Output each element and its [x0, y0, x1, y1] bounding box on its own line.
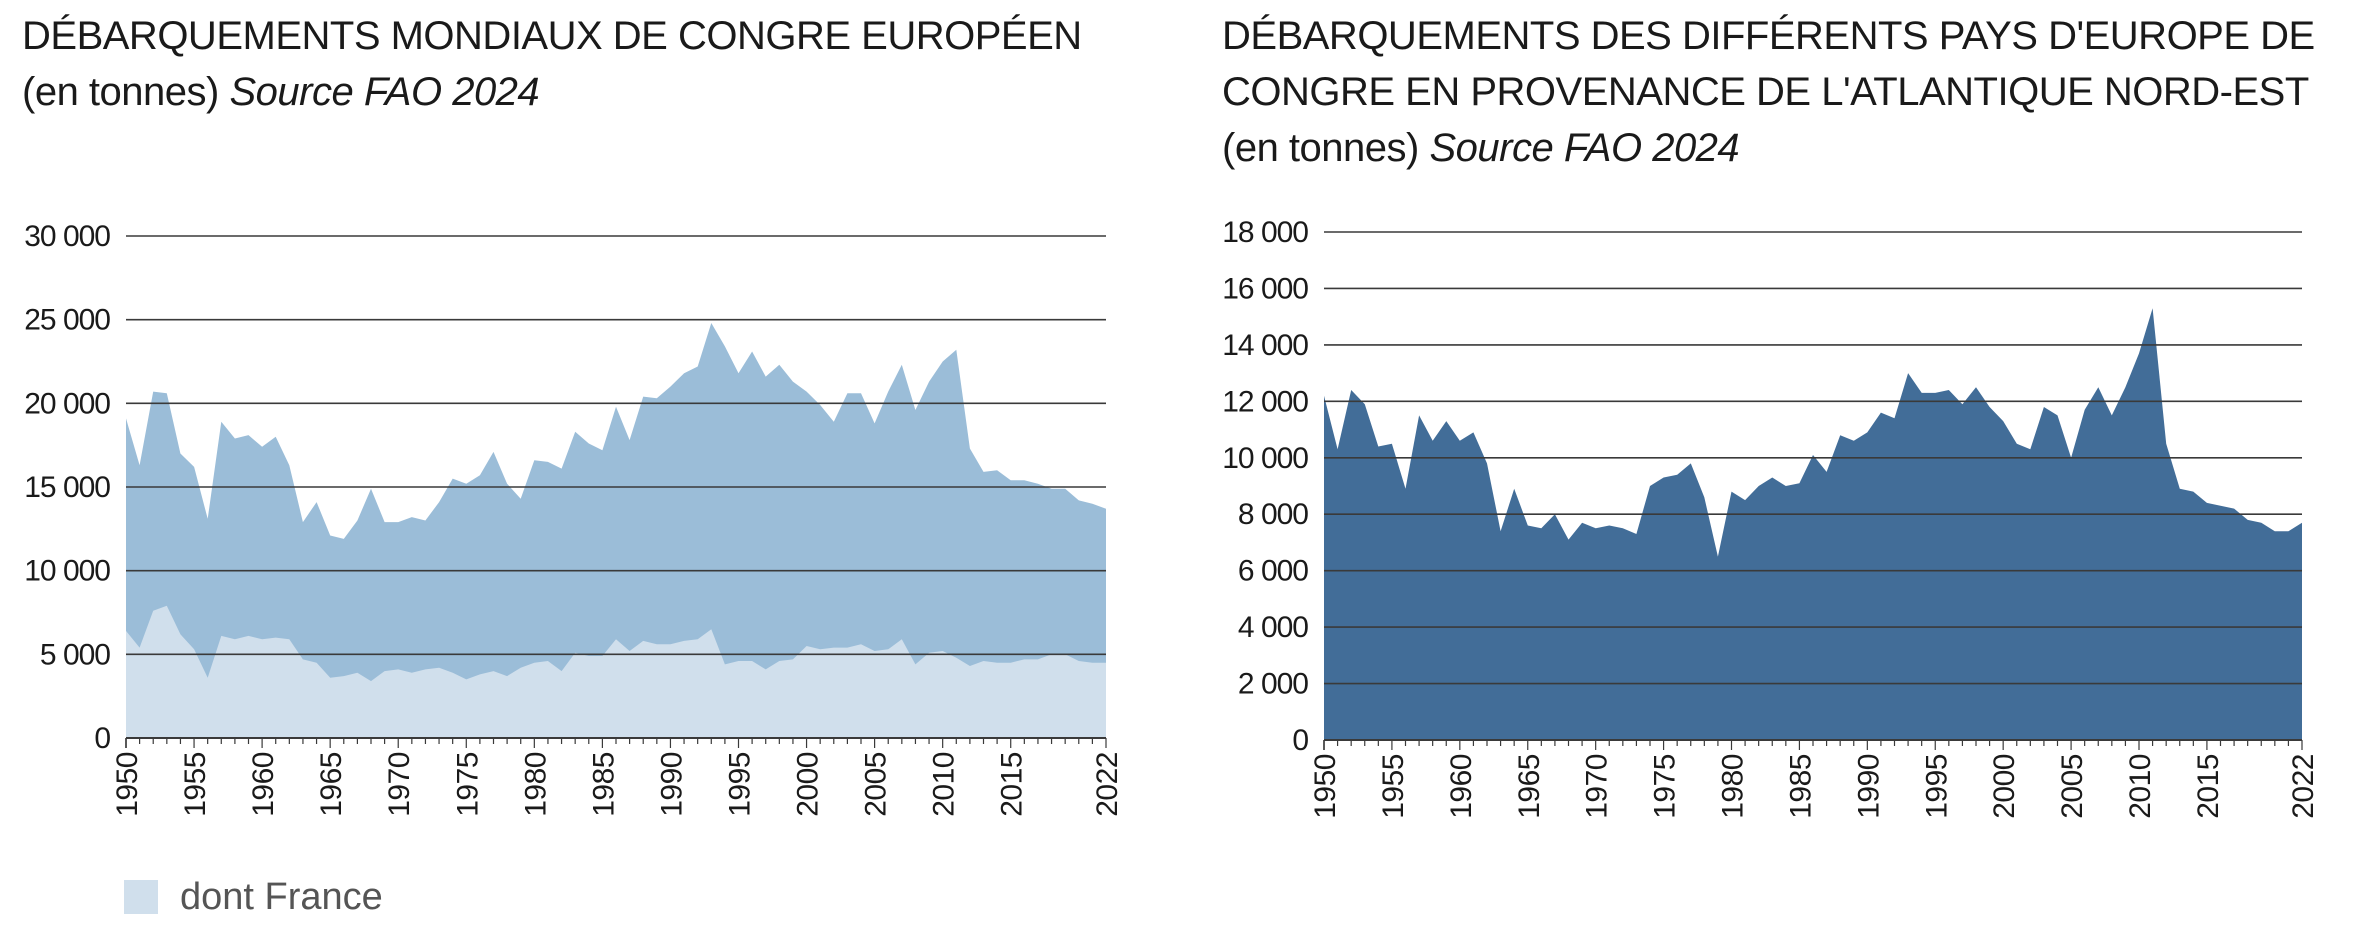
right-xtick-label: 1960 [1445, 754, 1478, 819]
left-ytick-label: 25 000 [24, 304, 110, 337]
left-ytick-label: 10 000 [24, 555, 110, 588]
left-xtick-label: 1970 [383, 752, 416, 817]
right-xtick-label: 1970 [1581, 754, 1614, 819]
left-xtick-label: 1965 [315, 752, 348, 817]
left-subtitle-unit: (en tonnes) [22, 70, 230, 114]
legend-swatch-france [124, 880, 158, 914]
right-xtick-label: 2022 [2287, 754, 2320, 819]
right-ytick-label: 6 000 [1238, 555, 1308, 588]
left-xtick-label: 1950 [111, 752, 144, 817]
legend: dont France [124, 875, 383, 918]
right-xtick-label: 1955 [1377, 754, 1410, 819]
right-xtick-label: 1990 [1852, 754, 1885, 819]
right-xtick-label: 1965 [1513, 754, 1546, 819]
right-subtitle: (en tonnes) Source FAO 2024 [1222, 120, 2342, 176]
left-xtick-label: 1980 [519, 752, 552, 817]
left-subtitle: (en tonnes) Source FAO 2024 [22, 64, 1162, 120]
left-xtick-label: 2022 [1091, 752, 1124, 817]
right-xtick-label: 2005 [2056, 754, 2089, 819]
left-xtick-label: 1960 [247, 752, 280, 817]
left-ytick-label: 0 [94, 722, 110, 755]
left-ytick-label: 5 000 [40, 638, 110, 671]
left-xtick-label: 2000 [792, 752, 825, 817]
right-area-total [1324, 308, 2302, 740]
right-ytick-label: 18 000 [1222, 216, 1308, 249]
right-subtitle-source: Source FAO 2024 [1429, 126, 1740, 170]
right-ytick-label: 0 [1292, 724, 1308, 757]
right-xtick-label: 1950 [1309, 754, 1342, 819]
right-ytick-label: 2 000 [1238, 668, 1308, 701]
left-xtick-label: 1975 [451, 752, 484, 817]
left-xtick-label: 1995 [724, 752, 757, 817]
right-xtick-label: 2015 [2192, 754, 2225, 819]
left-ytick-label: 15 000 [24, 471, 110, 504]
right-xtick-label: 1995 [1920, 754, 1953, 819]
left-xtick-label: 2010 [928, 752, 961, 817]
legend-label-france: dont France [180, 875, 383, 918]
left-xtick-label: 1955 [179, 752, 212, 817]
right-ytick-label: 14 000 [1222, 329, 1308, 362]
right-ytick-label: 8 000 [1238, 498, 1308, 531]
left-xtick-label: 2005 [860, 752, 893, 817]
left-subtitle-source: Source FAO 2024 [229, 70, 540, 114]
left-xtick-label: 1990 [655, 752, 688, 817]
left-chart-title: DÉBARQUEMENTS MONDIAUX DE CONGRE EUROPÉE… [22, 8, 1162, 120]
right-xtick-label: 2010 [2124, 754, 2157, 819]
left-ytick-label: 20 000 [24, 387, 110, 420]
right-xtick-label: 2000 [1988, 754, 2021, 819]
right-xtick-label: 1985 [1784, 754, 1817, 819]
right-ytick-label: 10 000 [1222, 442, 1308, 475]
right-xtick-label: 1975 [1649, 754, 1682, 819]
left-area-total [126, 323, 1106, 738]
right-ytick-label: 12 000 [1222, 385, 1308, 418]
left-area-dont-france [126, 605, 1106, 738]
left-xtick-label: 1985 [587, 752, 620, 817]
right-ytick-label: 16 000 [1222, 272, 1308, 305]
right-chart-title: DÉBARQUEMENTS DES DIFFÉRENTS PAYS D'EURO… [1222, 8, 2342, 176]
left-xtick-label: 2015 [996, 752, 1029, 817]
right-ytick-label: 4 000 [1238, 611, 1308, 644]
right-subtitle-unit: (en tonnes) [1222, 126, 1430, 170]
left-title-text: DÉBARQUEMENTS MONDIAUX DE CONGRE EUROPÉE… [22, 14, 1082, 58]
left-ytick-label: 30 000 [24, 220, 110, 253]
right-title-text: DÉBARQUEMENTS DES DIFFÉRENTS PAYS D'EURO… [1222, 14, 2315, 114]
right-xtick-label: 1980 [1717, 754, 1750, 819]
